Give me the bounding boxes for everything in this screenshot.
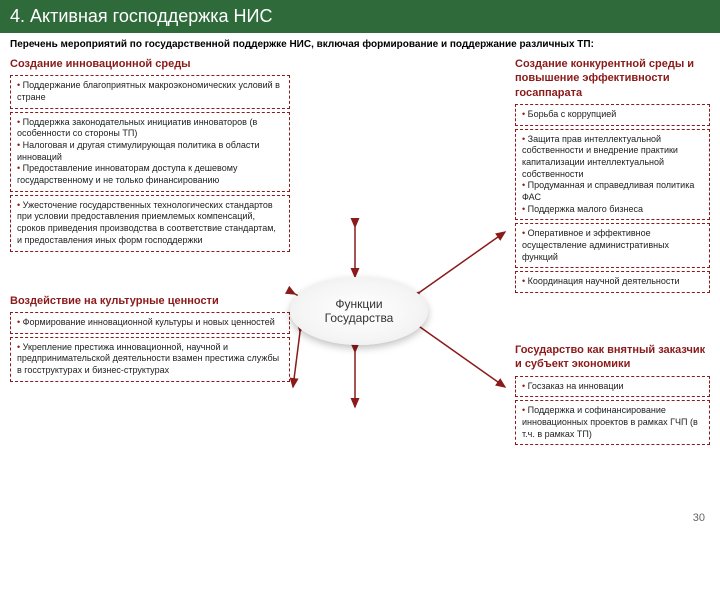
box-text: Координация научной деятельности <box>528 276 680 286</box>
box: • Поддержка законодательных инициатив ин… <box>10 112 290 192</box>
right-sec2-title: Государство как внятный заказчик и субъе… <box>515 343 710 372</box>
box-text: Защита прав интеллектуальной собственнос… <box>522 134 678 179</box>
box: • Ужесточение государственных технологич… <box>10 195 290 252</box>
slide-subtitle: Перечень мероприятий по государственной … <box>0 33 720 52</box>
box: • Госзаказ на инновации <box>515 376 710 398</box>
box-text: Поддержка и софинансирование инновационн… <box>522 405 698 438</box>
right-sec1-title: Создание конкурентной среды и повышение … <box>515 57 710 100</box>
central-line1: Функции <box>335 297 382 311</box>
box: • Защита прав интеллектуальной собственн… <box>515 129 710 221</box>
box-text: Формирование инновационной культуры и но… <box>23 317 275 327</box>
box-text: Продуманная и справедливая политика ФАС <box>522 180 694 202</box>
box-text: Ужесточение государственных технологичес… <box>17 200 276 245</box>
page-number: 30 <box>693 512 705 524</box>
right-column: Создание конкурентной среды и повышение … <box>515 57 710 448</box>
box: • Борьба с коррупцией <box>515 104 710 126</box>
box: • Поддержание благоприятных макроэкономи… <box>10 75 290 108</box>
box: • Формирование инновационной культуры и … <box>10 312 290 334</box>
left-column: Создание инновационной среды • Поддержан… <box>10 57 290 385</box>
central-oval: Функции Государства <box>290 277 428 345</box>
box-text: Поддержка законодательных инициатив инно… <box>17 117 257 139</box>
main-container: Создание инновационной среды • Поддержан… <box>0 52 720 532</box>
box: • Координация научной деятельности <box>515 271 710 293</box>
box-text: Поддержка малого бизнеса <box>528 204 643 214</box>
box: • Оперативное и эффективное осуществлени… <box>515 223 710 268</box>
box: • Укрепление престижа инновационной, нау… <box>10 337 290 382</box>
box-text: Укрепление престижа инновационной, научн… <box>17 342 279 375</box>
central-line2: Государства <box>325 311 394 325</box>
box-text: Поддержание благоприятных макроэкономиче… <box>17 80 280 102</box>
slide-header: 4. Активная господдержка НИС <box>0 0 720 33</box>
box-text: Оперативное и эффективное осуществление … <box>522 228 669 261</box>
box-text: Налоговая и другая стимулирующая политик… <box>17 140 259 162</box>
box-text: Борьба с коррупцией <box>528 109 617 119</box>
left-sec2-title: Воздействие на культурные ценности <box>10 294 290 308</box>
box: • Поддержка и софинансирование инновацио… <box>515 400 710 445</box>
box-text: Предоставление инноваторам доступа к деш… <box>17 163 238 185</box>
left-sec1-title: Создание инновационной среды <box>10 57 290 71</box>
box-text: Госзаказ на инновации <box>528 381 624 391</box>
